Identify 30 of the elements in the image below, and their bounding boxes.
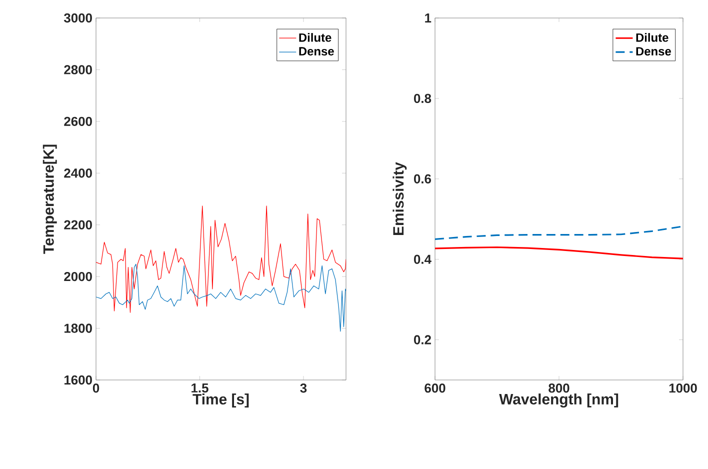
y-tick-label: 2600	[64, 116, 92, 126]
line-series	[96, 206, 346, 313]
y-tick-label: 0.4	[414, 254, 432, 264]
y-tick-label: 1800	[64, 324, 92, 333]
y-axis-title: Temperature[K]	[42, 144, 57, 254]
x-axis-title: Time [s]	[192, 394, 249, 408]
legend-label: Dense	[299, 47, 334, 56]
y-tick-label: 3000	[64, 13, 92, 23]
y-tick-label: 2000	[64, 272, 92, 282]
y-tick-label: 2800	[64, 65, 92, 74]
line-series	[435, 246, 684, 260]
legend-label: Dense	[636, 47, 671, 56]
x-tick-label: 1000	[669, 384, 697, 393]
y-tick-label: 0.6	[414, 174, 432, 184]
x-tick-label: 0	[92, 384, 100, 393]
y-tick-label: 0.8	[414, 94, 432, 104]
x-tick-label: 800	[548, 384, 570, 393]
x-tick-label: 1.5	[192, 384, 208, 393]
legend-label: Dilute	[636, 33, 668, 42]
x-tick-label: 600	[424, 384, 446, 393]
y-tick-label: 2200	[64, 220, 92, 230]
x-tick-label: 3	[300, 384, 307, 393]
line-series	[96, 264, 346, 332]
y-tick-label: 2400	[64, 168, 92, 178]
y-tick-label: 0.2	[414, 335, 431, 344]
x-axis-title: Wavelength [nm]	[499, 394, 618, 408]
y-tick-label: 1600	[64, 375, 92, 385]
legend-label: Dilute	[299, 33, 332, 42]
y-axis-title: Emissivity	[392, 162, 407, 235]
y-tick-label: 1	[425, 14, 432, 22]
